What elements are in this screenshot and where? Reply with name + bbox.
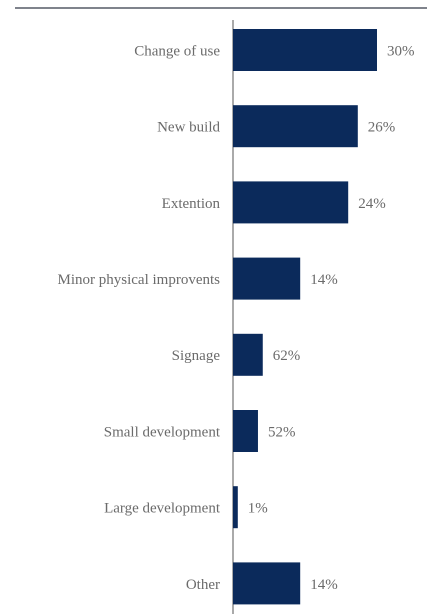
category-label: Large development [104, 501, 221, 517]
category-label: Small development [104, 424, 221, 440]
category-label: Change of use [134, 43, 220, 59]
value-label: 52% [268, 424, 296, 440]
bar [233, 181, 349, 224]
bar [233, 486, 238, 529]
bar [233, 410, 258, 452]
value-label: 14% [310, 272, 338, 288]
bar [233, 257, 301, 300]
bar [233, 29, 377, 71]
value-label: 30% [387, 43, 415, 59]
value-label: 62% [273, 348, 301, 364]
category-label: Minor physical improvents [58, 272, 221, 288]
value-label: 24% [358, 196, 386, 212]
category-label: Extention [162, 196, 221, 212]
value-label: 26% [368, 120, 396, 136]
value-label: 14% [310, 577, 338, 593]
bar [233, 333, 263, 376]
bar [233, 562, 301, 605]
category-label: Signage [172, 348, 221, 364]
value-label: 1% [248, 501, 268, 517]
category-label: Other [186, 577, 220, 593]
category-label: New build [157, 120, 220, 136]
bar [233, 105, 358, 148]
